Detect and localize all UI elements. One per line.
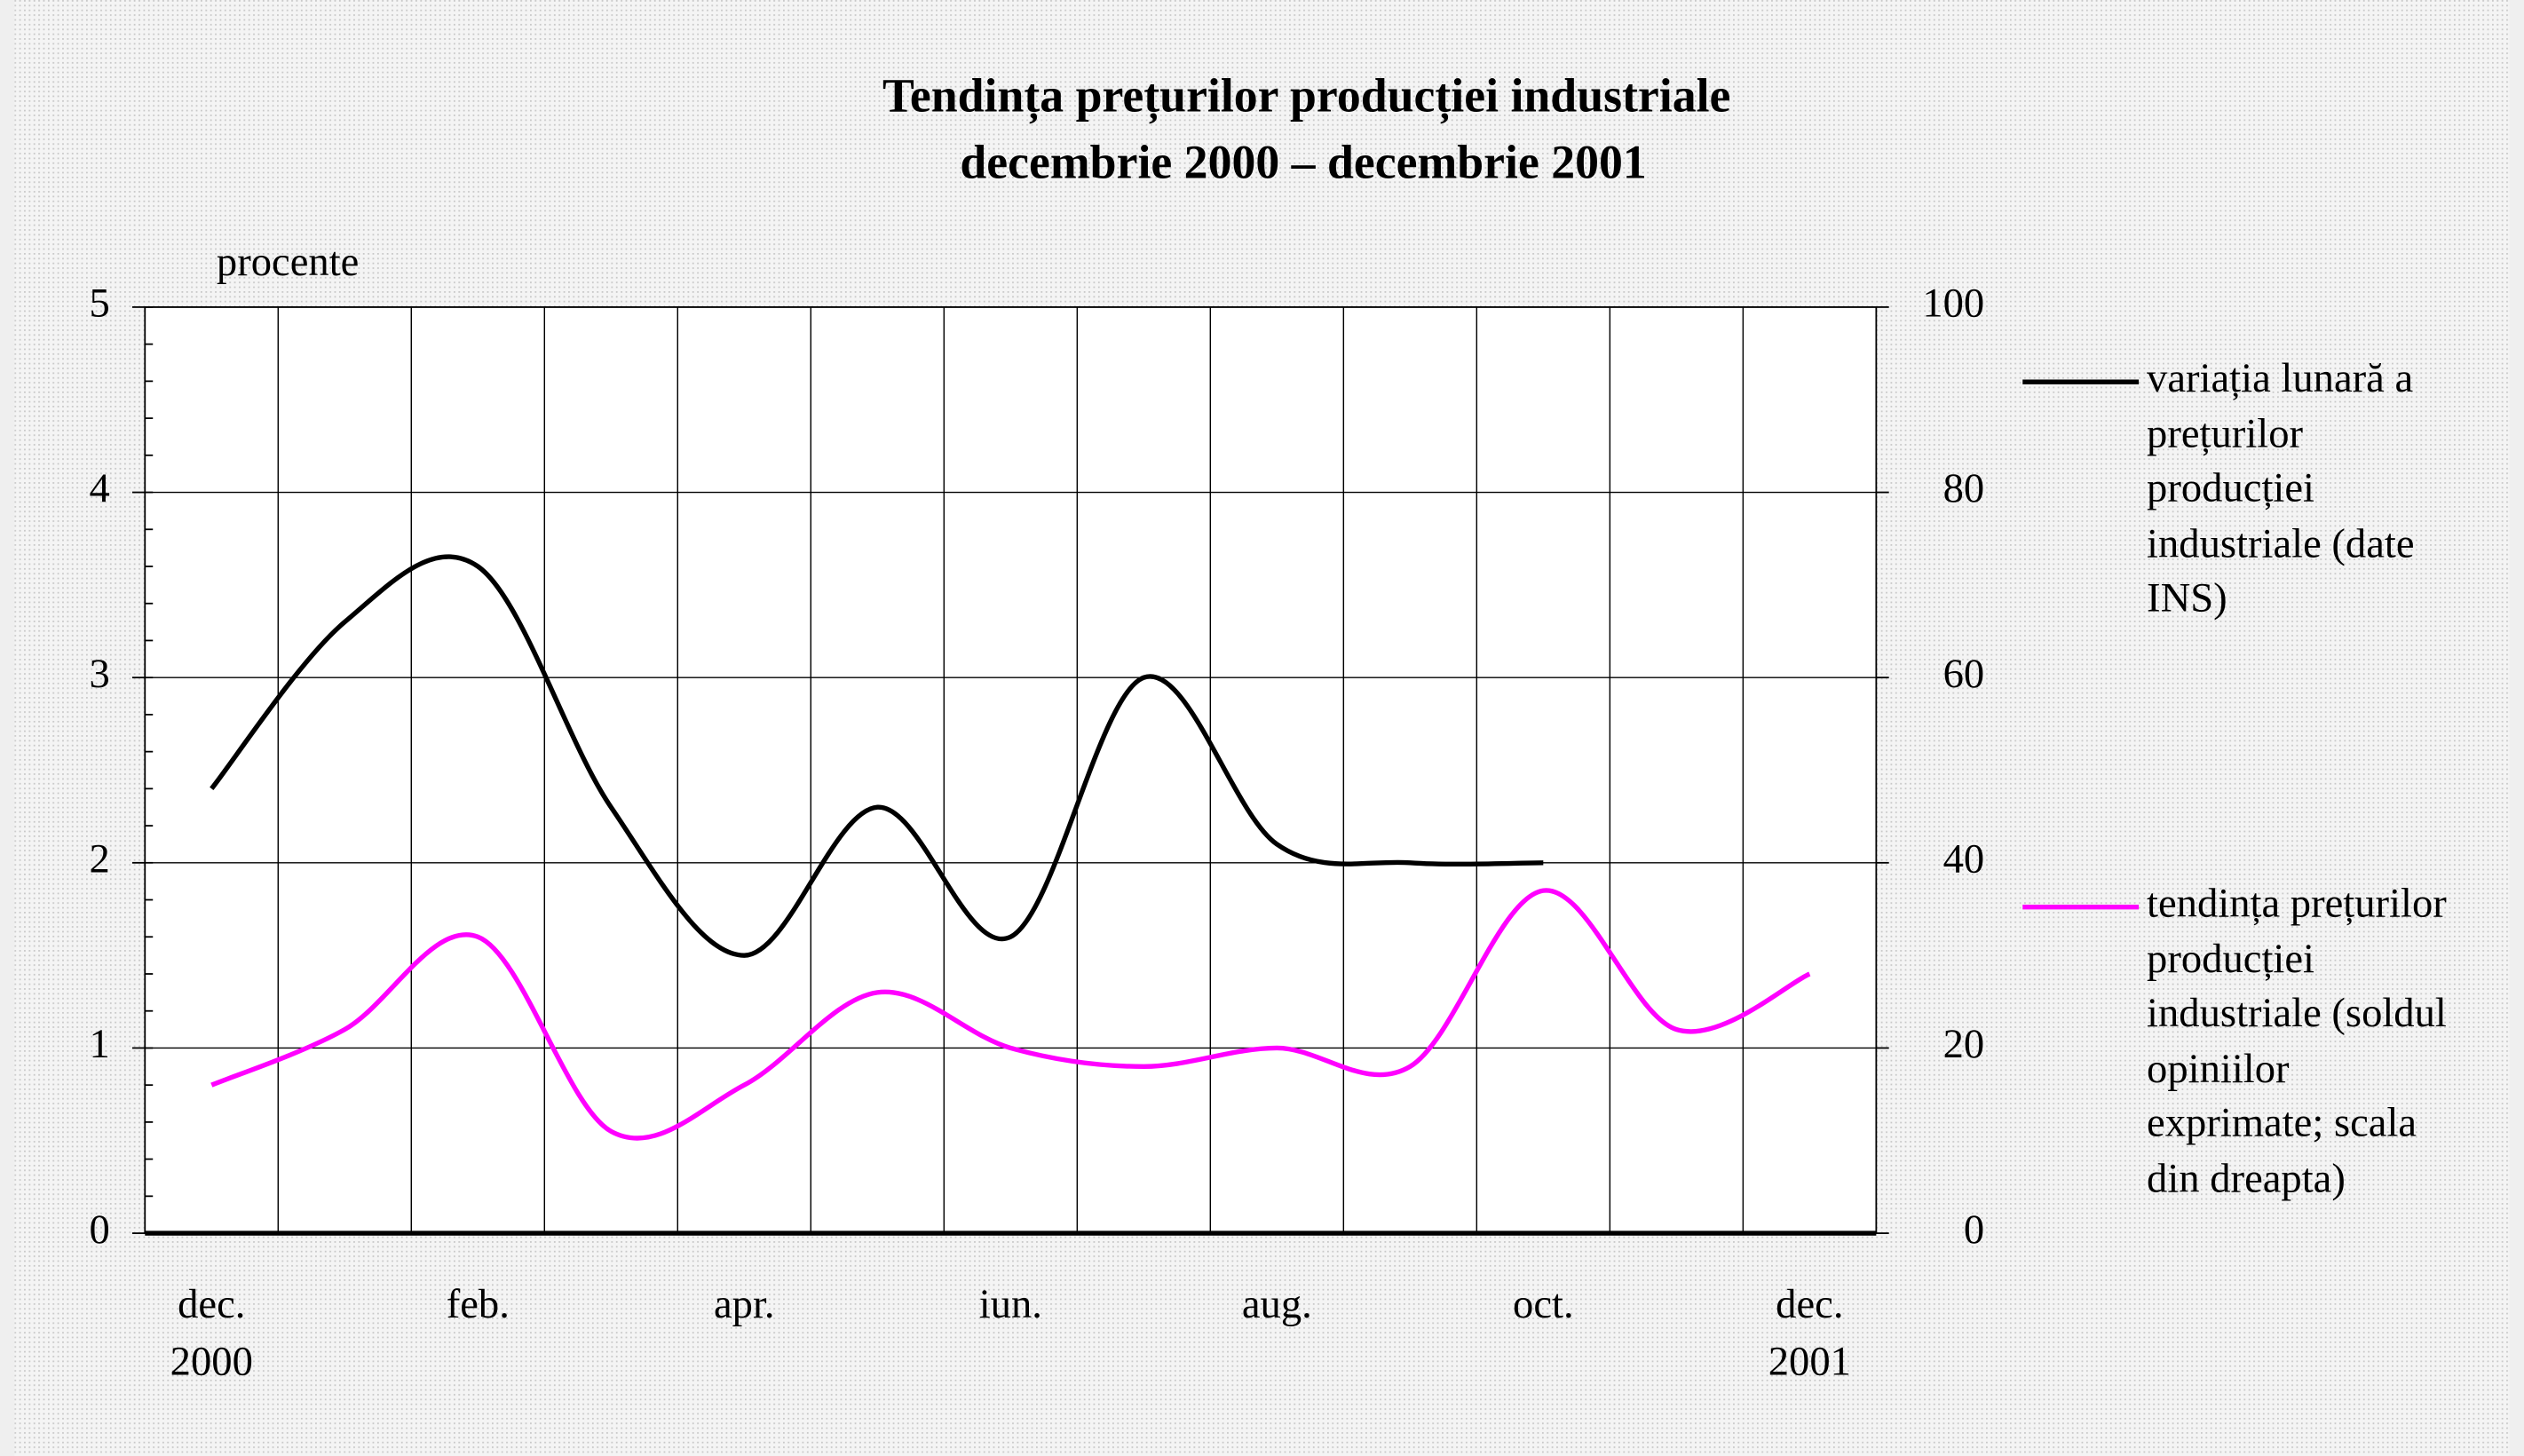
- y2-tick-label: 20: [1943, 1021, 1985, 1067]
- x-tick-label: iun.: [979, 1281, 1042, 1327]
- x-tick-year: 2000: [170, 1339, 253, 1385]
- x-tick-year: 2001: [1768, 1339, 1851, 1385]
- x-tick-label: oct.: [1513, 1281, 1574, 1327]
- plot-area: [145, 306, 1877, 1234]
- y-tick-label: 2: [90, 835, 110, 882]
- x-tick-label: dec.: [178, 1281, 245, 1327]
- y2-tick-label: 0: [1964, 1207, 1984, 1253]
- y2-tick-label: 60: [1943, 651, 1985, 697]
- y2-tick-label: 40: [1943, 835, 1985, 882]
- chart-title: Tendința prețurilor producției industria…: [882, 68, 1730, 123]
- series-line: [210, 554, 1544, 958]
- y2-tick-label: 80: [1943, 465, 1985, 511]
- x-tick-label: apr.: [714, 1281, 775, 1327]
- y-tick-label: 0: [90, 1207, 110, 1253]
- legend-entry: variația lunară a prețurilor producției …: [2147, 354, 2415, 621]
- x-tick-label: dec.: [1776, 1281, 1843, 1327]
- x-tick-label: feb.: [447, 1281, 510, 1327]
- y-tick-label: 5: [90, 281, 110, 327]
- y-axis-label: procente: [217, 239, 359, 285]
- legend-label: variația lunară a prețurilor producției …: [2147, 354, 2415, 621]
- legend-label: tendința prețurilor producției industria…: [2147, 880, 2447, 1201]
- y-tick-label: 3: [90, 651, 110, 697]
- legend-entry: tendința prețurilor producției industria…: [2147, 880, 2447, 1201]
- y2-tick-label: 100: [1922, 281, 1984, 327]
- y-tick-label: 1: [90, 1021, 110, 1067]
- y-tick-label: 4: [90, 465, 110, 511]
- chart-subtitle: decembrie 2000 – decembrie 2001: [960, 136, 1646, 189]
- x-tick-label: aug.: [1242, 1281, 1312, 1327]
- series-line: [210, 888, 1811, 1141]
